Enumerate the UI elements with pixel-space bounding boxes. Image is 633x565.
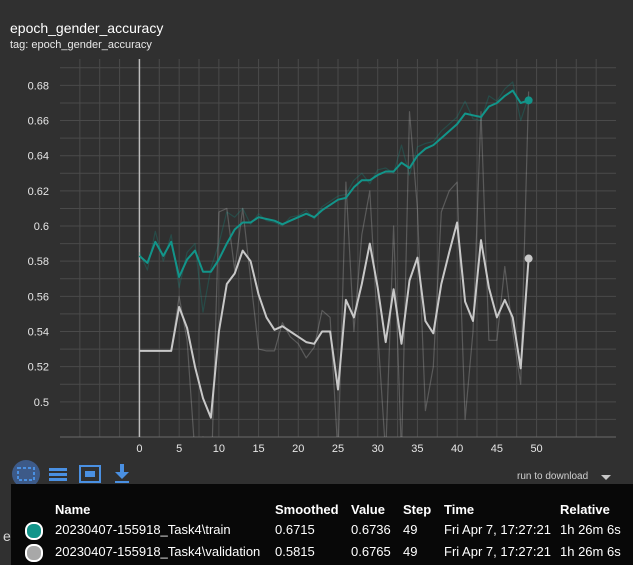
y-tick-label: 0.62 [28, 186, 49, 198]
row-step: 49 [403, 522, 418, 537]
y-tick-label: 0.66 [28, 116, 49, 128]
grid-lines [60, 59, 616, 437]
download-button[interactable] [108, 460, 136, 488]
row-relative: 1h 26m 6s [560, 522, 621, 537]
series-color-swatch [25, 522, 43, 540]
series-endpoint-train [524, 96, 533, 105]
row-relative: 1h 26m 6s [560, 544, 621, 559]
x-tick-label: 15 [252, 443, 264, 455]
header-smoothed: Smoothed [275, 502, 339, 517]
x-tick-label: 10 [213, 443, 225, 455]
series-lines [138, 81, 533, 437]
y-tick-label: 0.64 [28, 151, 49, 163]
series-color-swatch [25, 544, 43, 562]
y-tick-label: 0.52 [28, 362, 49, 374]
header-relative: Relative [560, 502, 610, 517]
header-name: Name [55, 502, 91, 517]
series-endpoint-validation [524, 254, 533, 263]
y-tick-label: 0.54 [28, 327, 49, 339]
tick-labels: 0 5 10 15 20 25 30 35 40 45 50 0.5 0.52 0.54 0.56 0.58 0… [28, 80, 543, 455]
tooltip-table: Name Smoothed Value Step Time Relative 2… [11, 484, 633, 565]
row-value: 0.6736 [351, 522, 391, 537]
y-tick-label: 0.56 [28, 291, 49, 303]
header-step: Step [403, 502, 432, 517]
download-format-select[interactable]: run to download [517, 471, 589, 482]
series-raw-train [138, 81, 530, 313]
toggle-log-scale-icon [49, 468, 67, 481]
y-tick-label: 0.58 [28, 256, 49, 268]
header-time: Time [444, 502, 475, 517]
expand-chart-button[interactable] [76, 460, 104, 488]
x-tick-label: 35 [411, 443, 423, 455]
axes [60, 59, 616, 438]
y-tick-label: 0.6 [34, 221, 49, 233]
row-smoothed: 0.5815 [275, 544, 315, 559]
y-tick-label: 0.68 [28, 80, 49, 92]
row-smoothed: 0.6715 [275, 522, 315, 537]
chevron-down-icon[interactable] [601, 475, 611, 480]
fit-domain-button[interactable] [12, 460, 40, 488]
header-value: Value [351, 502, 385, 517]
x-tick-label: 30 [372, 443, 384, 455]
y-tick-label: 0.5 [34, 397, 49, 409]
row-time: Fri Apr 7, 17:27:21 [444, 522, 551, 537]
download-icon [115, 464, 129, 483]
chart-tag: tag: epoch_gender_accuracy [10, 39, 152, 51]
row-step: 49 [403, 544, 418, 559]
x-tick-label: 25 [332, 443, 344, 455]
line-chart[interactable]: 0 5 10 15 20 25 30 35 40 45 50 0.5 0.52 0.54 0.56 0.58 0… [0, 0, 633, 460]
series-raw-validation [139, 91, 530, 437]
x-tick-label: 0 [136, 443, 142, 455]
x-tick-label: 20 [292, 443, 304, 455]
chart-title: epoch_gender_accuracy [10, 20, 164, 36]
chart-toolbar [10, 460, 150, 490]
x-tick-label: 40 [451, 443, 463, 455]
x-tick-label: 50 [530, 443, 542, 455]
x-tick-label: 45 [491, 443, 503, 455]
fit-domain-icon [17, 467, 35, 481]
x-tick-label: 5 [176, 443, 182, 455]
expand-chart-icon [79, 465, 101, 483]
row-name: 20230407-155918_Task4\validation [55, 544, 261, 559]
row-time: Fri Apr 7, 17:27:21 [444, 544, 551, 559]
row-value: 0.6765 [351, 544, 391, 559]
series-smoothed-validation [139, 221, 530, 419]
row-name: 20230407-155918_Task4\train [55, 522, 231, 537]
series-smoothed-train [138, 89, 529, 278]
toggle-log-scale-button[interactable] [44, 460, 72, 488]
